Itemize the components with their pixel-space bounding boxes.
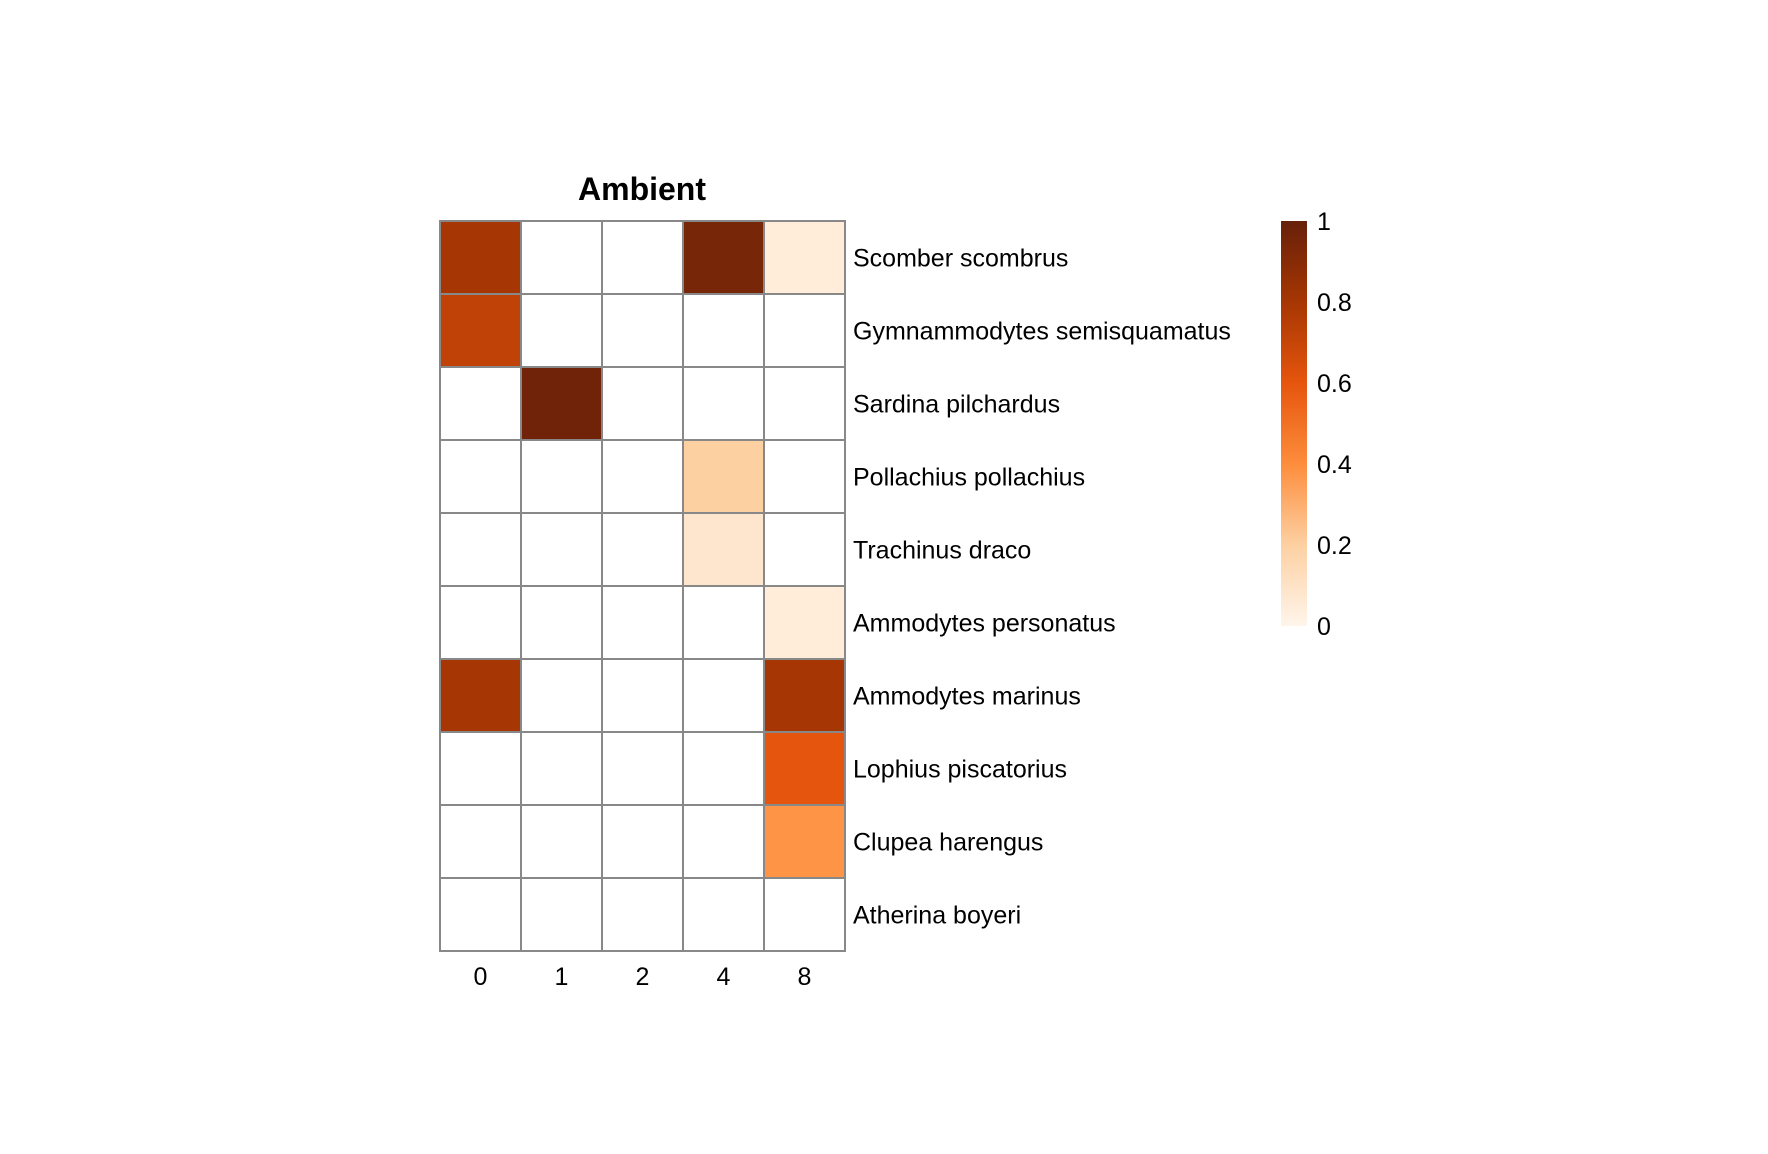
heatmap-cell-ammodytes-personatus-col-8 — [763, 585, 846, 660]
heatmap-cell-sardina-pilchardus-col-8 — [763, 366, 846, 441]
column-label-8: 8 — [798, 963, 812, 991]
heatmap-cell-scomber-scombrus-col-0 — [439, 220, 522, 295]
heatmap-cell-ammodytes-marinus-col-0 — [439, 658, 522, 733]
row-label-ammodytes-personatus: Ammodytes personatus — [853, 610, 1116, 638]
colorbar-tick-0: 0 — [1317, 613, 1331, 641]
heatmap-cell-atherina-boyeri-col-0 — [439, 877, 522, 952]
heatmap-cell-atherina-boyeri-col-4 — [682, 877, 765, 952]
colorbar-tick-labels: 0 0.2 0.4 0.6 0.8 1 — [1317, 208, 1352, 641]
heatmap-cell-lophius-piscatorius-col-4 — [682, 731, 765, 806]
row-label-ammodytes-marinus: Ammodytes marinus — [853, 683, 1081, 711]
heatmap-cell-gymnammodytes-semisquamatus-col-0 — [439, 293, 522, 368]
heatmap-cell-ammodytes-personatus-col-1 — [520, 585, 603, 660]
heatmap-cell-trachinus-draco-col-0 — [439, 512, 522, 587]
heatmap-cell-ammodytes-marinus-col-8 — [763, 658, 846, 733]
heatmap-cell-pollachius-pollachius-col-2 — [601, 439, 684, 514]
heatmap-cell-ammodytes-personatus-col-0 — [439, 585, 522, 660]
heatmap-cell-sardina-pilchardus-col-4 — [682, 366, 765, 441]
heatmap-cell-gymnammodytes-semisquamatus-col-1 — [520, 293, 603, 368]
heatmap-cell-pollachius-pollachius-col-4 — [682, 439, 765, 514]
row-label-gymnammodytes-semisquamatus: Gymnammodytes semisquamatus — [853, 318, 1231, 346]
heatmap-cell-clupea-harengus-col-2 — [601, 804, 684, 879]
column-label-2: 2 — [636, 963, 650, 991]
heatmap-cell-sardina-pilchardus-col-0 — [439, 366, 522, 441]
heatmap-cell-sardina-pilchardus-col-2 — [601, 366, 684, 441]
heatmap-cell-atherina-boyeri-col-1 — [520, 877, 603, 952]
heatmap-cell-gymnammodytes-semisquamatus-col-2 — [601, 293, 684, 368]
row-label-sardina-pilchardus: Sardina pilchardus — [853, 391, 1060, 419]
column-label-4: 4 — [717, 963, 731, 991]
heatmap-cell-lophius-piscatorius-col-2 — [601, 731, 684, 806]
heatmap-cell-trachinus-draco-col-2 — [601, 512, 684, 587]
heatmap-cell-pollachius-pollachius-col-0 — [439, 439, 522, 514]
row-label-clupea-harengus: Clupea harengus — [853, 829, 1043, 857]
heatmap-cell-trachinus-draco-col-4 — [682, 512, 765, 587]
row-label-pollachius-pollachius: Pollachius pollachius — [853, 464, 1085, 492]
colorbar-tick-0.8: 0.8 — [1317, 289, 1352, 317]
heatmap-cell-lophius-piscatorius-col-1 — [520, 731, 603, 806]
heatmap-cell-gymnammodytes-semisquamatus-col-4 — [682, 293, 765, 368]
heatmap-cell-scomber-scombrus-col-8 — [763, 220, 846, 295]
heatmap-cell-ammodytes-personatus-col-2 — [601, 585, 684, 660]
heatmap-cell-trachinus-draco-col-1 — [520, 512, 603, 587]
row-label-scomber-scombrus: Scomber scombrus — [853, 245, 1068, 273]
heatmap-cell-ammodytes-marinus-col-2 — [601, 658, 684, 733]
heatmap-cell-trachinus-draco-col-8 — [763, 512, 846, 587]
heatmap-cell-clupea-harengus-col-0 — [439, 804, 522, 879]
row-labels: Scomber scombrus Gymnammodytes semisquama… — [853, 245, 1231, 930]
heatmap-cell-clupea-harengus-col-8 — [763, 804, 846, 879]
colorbar — [1281, 221, 1307, 626]
heatmap-cell-atherina-boyeri-col-8 — [763, 877, 846, 952]
heatmap-cell-ammodytes-marinus-col-1 — [520, 658, 603, 733]
heatmap-cell-lophius-piscatorius-col-0 — [439, 731, 522, 806]
heatmap-cell-scomber-scombrus-col-4 — [682, 220, 765, 295]
heatmap-cell-clupea-harengus-col-4 — [682, 804, 765, 879]
column-label-1: 1 — [555, 963, 569, 991]
heatmap-cell-ammodytes-marinus-col-4 — [682, 658, 765, 733]
heatmap-cell-gymnammodytes-semisquamatus-col-8 — [763, 293, 846, 368]
heatmap-cell-atherina-boyeri-col-2 — [601, 877, 684, 952]
heatmap-cell-clupea-harengus-col-1 — [520, 804, 603, 879]
colorbar-tick-0.6: 0.6 — [1317, 370, 1352, 398]
heatmap-cell-pollachius-pollachius-col-1 — [520, 439, 603, 514]
row-label-atherina-boyeri: Atherina boyeri — [853, 902, 1021, 930]
colorbar-tick-1: 1 — [1317, 208, 1331, 236]
chart-title: Ambient — [578, 171, 706, 207]
heatmap-cell-sardina-pilchardus-col-1 — [520, 366, 603, 441]
heatmap-cell-scomber-scombrus-col-2 — [601, 220, 684, 295]
column-labels: 0 1 2 4 8 — [474, 963, 812, 991]
column-label-0: 0 — [474, 963, 488, 991]
row-label-trachinus-draco: Trachinus draco — [853, 537, 1031, 565]
heatmap-cell-pollachius-pollachius-col-8 — [763, 439, 846, 514]
heatmap-cell-ammodytes-personatus-col-4 — [682, 585, 765, 660]
heatmap-cells — [439, 220, 846, 952]
heatmap-cell-scomber-scombrus-col-1 — [520, 220, 603, 295]
row-label-lophius-piscatorius: Lophius piscatorius — [853, 756, 1067, 784]
colorbar-tick-0.2: 0.2 — [1317, 532, 1352, 560]
colorbar-tick-0.4: 0.4 — [1317, 451, 1352, 479]
heatmap-cell-lophius-piscatorius-col-8 — [763, 731, 846, 806]
